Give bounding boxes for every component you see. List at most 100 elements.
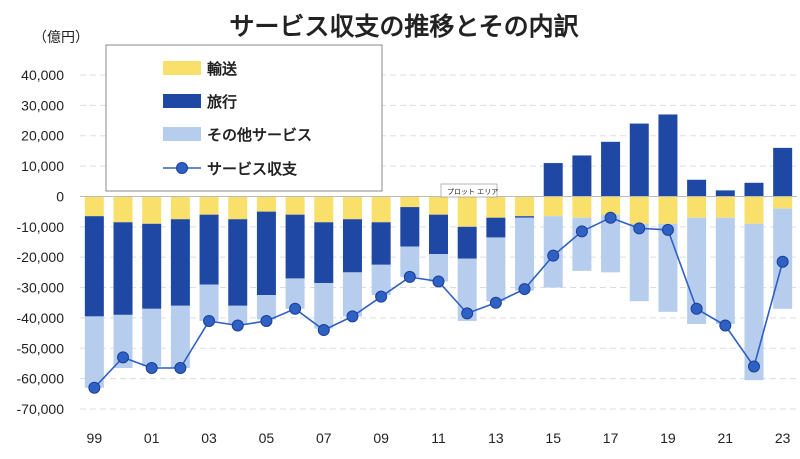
bar-segment <box>629 196 649 224</box>
balance-point <box>776 255 789 268</box>
y-tick-label: -70,000 <box>17 401 65 417</box>
bar-segment <box>629 123 649 197</box>
legend-label: その他サービス <box>207 126 312 144</box>
balance-point <box>403 270 416 283</box>
bar-segment <box>113 222 133 315</box>
chart-title: サービス収支の推移とその内訳 <box>229 12 579 41</box>
balance-point <box>547 249 560 262</box>
bar-segment <box>314 282 334 329</box>
bar-segment <box>199 196 219 215</box>
legend-swatch <box>163 94 201 108</box>
bar-segment <box>342 219 362 273</box>
bar-segment <box>457 196 477 227</box>
legend-label: 輸送 <box>207 60 238 78</box>
bar-segment <box>515 216 535 218</box>
bar-segment <box>199 284 219 321</box>
legend-box <box>105 44 383 192</box>
balance-point <box>289 302 302 315</box>
y-axis-unit: （億円） <box>33 30 89 46</box>
balance-point <box>174 362 187 375</box>
bar-segment <box>601 141 621 197</box>
bar-segment <box>515 196 535 217</box>
x-tick-label: 99 <box>87 430 103 446</box>
bar-segment <box>429 196 448 215</box>
bar-segment <box>256 211 276 296</box>
x-tick-label: 11 <box>431 430 446 446</box>
bar-segment <box>429 254 448 282</box>
y-tick-label: -10,000 <box>17 219 65 235</box>
bar-segment <box>629 223 649 302</box>
y-tick-label: 40,000 <box>21 67 64 83</box>
x-tick-label: 07 <box>316 430 332 446</box>
y-axis-ticks: 40,000 30,000 20,000 10,000 0 -10,000 -20,000 -… <box>17 67 65 417</box>
balance-line <box>88 211 789 394</box>
x-axis-ticks: 99 01 03 05 07 09 11 13 15 17 19 21 23 <box>87 430 791 446</box>
balance-point <box>661 223 674 236</box>
bar-segment <box>658 196 678 224</box>
y-tick-label: 30,000 <box>21 97 64 113</box>
x-tick-label: 19 <box>660 430 676 446</box>
x-tick-label: 17 <box>603 430 619 446</box>
bar-segment <box>84 216 104 317</box>
bar-segment <box>285 196 305 215</box>
bar-segment <box>84 316 104 388</box>
bar-segment <box>84 196 104 217</box>
bar-segment <box>515 217 535 291</box>
balance-point <box>633 222 646 235</box>
bar-segment <box>543 163 563 197</box>
balance-point <box>432 275 445 288</box>
bar-segment <box>601 196 621 215</box>
bar-segment <box>228 219 248 306</box>
y-tick-label: -40,000 <box>17 310 65 326</box>
bar-segment <box>142 223 162 309</box>
bar-segment <box>199 214 219 285</box>
balance-point <box>719 319 732 332</box>
bar-segment <box>400 246 420 277</box>
x-tick-label: 03 <box>201 430 217 446</box>
bar-segment <box>687 196 707 218</box>
tooltip-text: プロット エリア <box>447 188 498 196</box>
bar-segment <box>658 223 678 312</box>
bar-segment <box>285 278 305 309</box>
bar-segment <box>400 207 420 247</box>
bar-segment <box>715 217 735 324</box>
bar-segment <box>371 222 391 265</box>
bar-segment <box>486 196 506 218</box>
bar-segment <box>342 196 362 220</box>
bar-segment <box>601 214 621 273</box>
balance-point <box>117 351 130 364</box>
x-tick-label: 09 <box>373 430 389 446</box>
balance-point <box>690 302 703 315</box>
bar-segment <box>773 196 793 209</box>
plot-area-tooltip: プロット エリア <box>440 183 498 198</box>
x-tick-label: 21 <box>718 430 734 446</box>
bar-segment <box>170 196 190 220</box>
bar-segment <box>142 196 162 224</box>
bar-segment <box>228 305 248 324</box>
bar-segment <box>113 196 133 223</box>
legend-swatch <box>163 127 201 141</box>
x-tick-label: 01 <box>144 430 160 446</box>
bar-segment <box>744 223 764 381</box>
bar-segment <box>687 179 707 197</box>
bar-segment <box>715 190 735 197</box>
y-tick-label: -60,000 <box>17 371 65 387</box>
bar-segment <box>486 217 506 238</box>
y-tick-label: -30,000 <box>17 280 65 296</box>
bar-segment <box>256 196 276 212</box>
y-tick-label: 20,000 <box>21 128 64 144</box>
bar-segment <box>457 226 477 259</box>
bar-segment <box>170 219 190 306</box>
balance-point <box>604 211 617 224</box>
balance-point <box>260 314 273 327</box>
bar-segment <box>371 264 391 296</box>
bar-segment <box>314 222 334 283</box>
bar-segment <box>486 237 506 302</box>
x-tick-label: 05 <box>259 430 275 446</box>
bar-segment <box>285 214 305 279</box>
bar-segment <box>572 155 592 197</box>
bars <box>80 114 797 388</box>
y-tick-label: 0 <box>56 188 64 204</box>
